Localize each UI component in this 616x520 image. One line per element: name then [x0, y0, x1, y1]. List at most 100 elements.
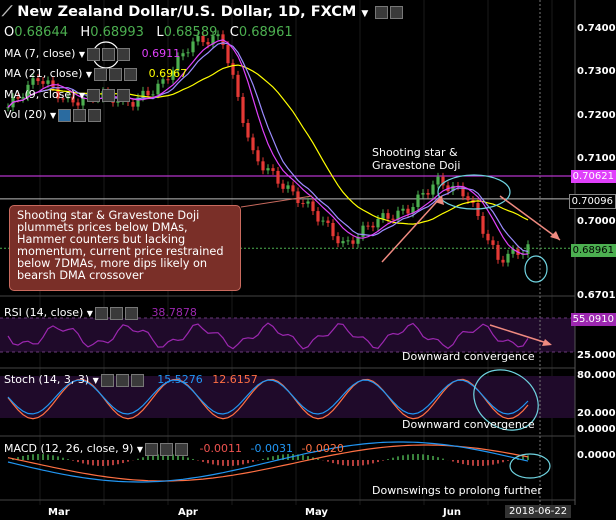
- candle-body: [466, 196, 470, 201]
- candle-body: [156, 83, 160, 95]
- hammer-ellipse: [524, 255, 548, 283]
- stoch-k-line: [7, 379, 529, 415]
- close-icon[interactable]: [88, 108, 102, 122]
- close-icon[interactable]: [175, 442, 189, 456]
- trend-arrow-down: [499, 195, 561, 241]
- eye-icon[interactable]: [58, 108, 72, 122]
- ma9-legend[interactable]: MA (9, close) ▼: [4, 88, 131, 102]
- settings-icon[interactable]: [115, 373, 129, 387]
- eye-icon[interactable]: [100, 373, 114, 387]
- candle-body: [451, 185, 455, 192]
- candle-body: [196, 36, 200, 42]
- chevron-down-icon[interactable]: ▼: [361, 9, 369, 19]
- candle-body: [141, 90, 145, 98]
- candle-body: [366, 225, 370, 227]
- eye-icon[interactable]: [94, 67, 108, 81]
- price-tag-mid: 0.70096: [568, 194, 616, 209]
- candle-body: [266, 168, 270, 171]
- vol-legend[interactable]: Vol (20) ▼: [4, 108, 102, 122]
- macd-note: Downswings to prolong further: [372, 484, 542, 497]
- eye-icon[interactable]: [145, 442, 159, 456]
- candle-body: [306, 201, 310, 204]
- settings-icon[interactable]: [109, 306, 123, 320]
- candle-body: [286, 185, 290, 189]
- close-icon[interactable]: [117, 47, 131, 61]
- candle-body: [326, 220, 330, 223]
- candle-body: [261, 161, 265, 171]
- candle-body: [181, 53, 185, 57]
- gear-icon[interactable]: [390, 5, 404, 19]
- candle-body: [341, 241, 345, 244]
- rsi-arrow: [489, 324, 551, 345]
- close-icon[interactable]: [117, 88, 131, 102]
- time-tick: May: [305, 507, 328, 518]
- settings-icon[interactable]: [73, 108, 87, 122]
- settings-icon[interactable]: [102, 88, 116, 102]
- eye-icon[interactable]: [94, 306, 108, 320]
- candle-body: [76, 102, 80, 106]
- candle-body: [66, 96, 70, 99]
- candle-body: [251, 137, 255, 151]
- close-icon[interactable]: [124, 306, 138, 320]
- chevron-down-icon[interactable]: ▼: [78, 50, 86, 59]
- chevron-down-icon[interactable]: ▼: [78, 91, 86, 100]
- candle-body: [511, 249, 515, 254]
- shooting-star-ellipse: [437, 174, 511, 210]
- symbol-title: New Zealand Dollar/U.S. Dollar, 1D, FXCM: [17, 4, 357, 20]
- chevron-down-icon[interactable]: ▼: [50, 111, 57, 120]
- macd-value: -0.0031: [250, 442, 293, 455]
- candle-body: [476, 203, 480, 217]
- ma7-legend[interactable]: MA (7, close) ▼ 0.6911: [4, 47, 181, 61]
- candle-body: [246, 122, 250, 138]
- candle-body: [21, 97, 25, 99]
- ma21-legend[interactable]: MA (21, close) ▼ 0.6967: [4, 67, 188, 81]
- close-icon[interactable]: [130, 373, 144, 387]
- candle-body: [56, 87, 60, 99]
- time-tick: Mar: [48, 507, 70, 518]
- candle-body: [116, 100, 120, 103]
- candle-body: [206, 42, 210, 45]
- candle-body: [421, 193, 425, 195]
- stoch-note: Downward convergence: [402, 418, 535, 431]
- settings-icon[interactable]: [375, 5, 389, 19]
- candle-body: [391, 218, 395, 220]
- candle-body: [236, 74, 240, 97]
- close-icon[interactable]: [124, 67, 138, 81]
- macd-legend[interactable]: MACD (12, 26, close, 9) ▼ -0.0011 -0.003…: [4, 442, 344, 456]
- rsi-tag: 55.0910: [570, 313, 616, 326]
- candle-body: [296, 191, 300, 204]
- stoch-legend[interactable]: Stoch (14, 3, 3) ▼ 15.5276 12.6157: [4, 373, 258, 387]
- stoch-tick: 20.0000: [577, 408, 616, 419]
- chart-title[interactable]: ⟋ New Zealand Dollar/U.S. Dollar, 1D, FX…: [2, 4, 404, 20]
- settings-icon[interactable]: [160, 442, 174, 456]
- candle-body: [431, 184, 435, 195]
- eye-icon[interactable]: [87, 47, 101, 61]
- price-tag-upper: 0.70621: [570, 170, 616, 183]
- candle-body: [211, 36, 215, 45]
- candle-body: [186, 52, 190, 54]
- candle-body: [231, 63, 235, 75]
- candle-body: [146, 90, 150, 96]
- candle-body: [486, 233, 490, 241]
- chevron-down-icon[interactable]: ▼: [86, 309, 93, 318]
- eye-icon[interactable]: [87, 88, 101, 102]
- candle-body: [436, 176, 440, 185]
- chevron-down-icon[interactable]: ▼: [92, 376, 99, 385]
- candle-body: [176, 56, 180, 71]
- rsi-legend[interactable]: RSI (14, close) ▼ 38.7878: [4, 306, 197, 320]
- ma21-value: 0.6967: [148, 67, 188, 80]
- settings-icon[interactable]: [102, 47, 116, 61]
- candle-body: [381, 213, 385, 219]
- rsi-value: 38.7878: [151, 306, 197, 319]
- candle-body: [441, 176, 445, 186]
- candle-body: [216, 34, 220, 37]
- chevron-down-icon[interactable]: ▼: [136, 445, 144, 454]
- arrow-head: [542, 339, 552, 346]
- chevron-down-icon[interactable]: ▼: [85, 70, 93, 79]
- candle-body: [371, 225, 375, 228]
- analysis-annotation: Shooting star & Gravestone Doji plummets…: [9, 205, 241, 291]
- candle-body: [311, 201, 315, 212]
- settings-icon[interactable]: [109, 67, 123, 81]
